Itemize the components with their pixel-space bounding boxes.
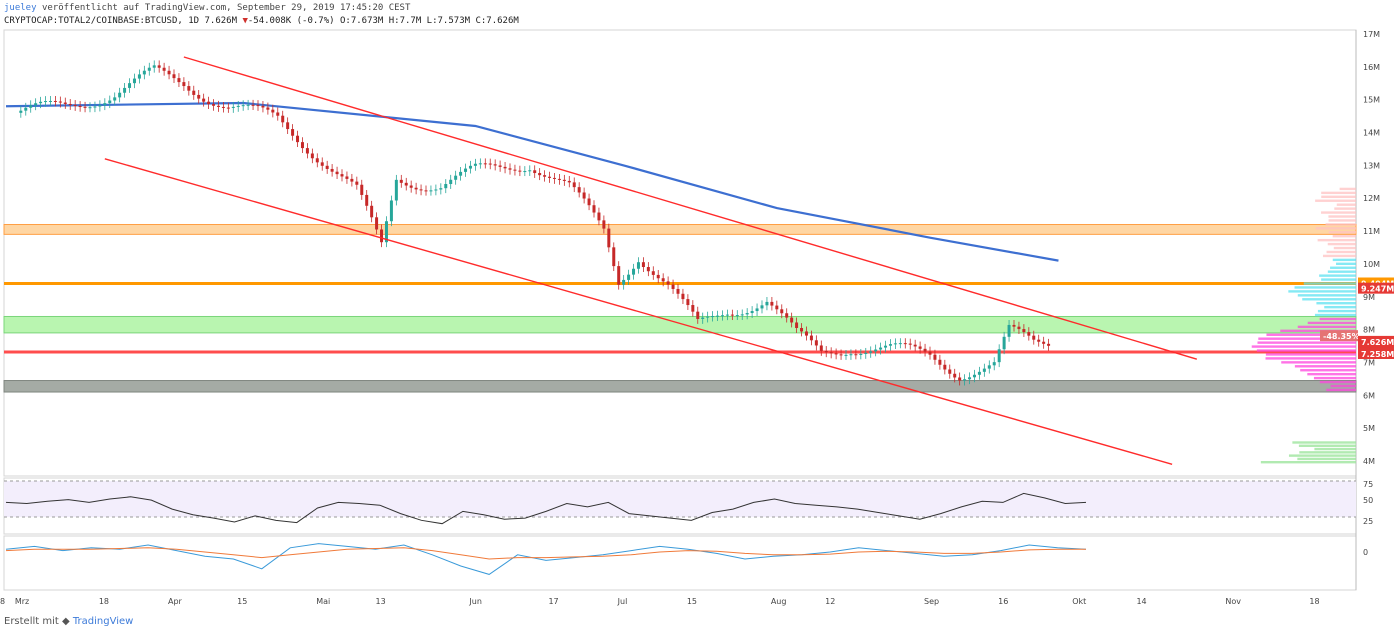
zone-green [4, 316, 1356, 332]
price-tick-label: 6M [1363, 391, 1375, 400]
rsi-tick-label: 50 [1363, 496, 1373, 505]
time-tick-label: 14 [1136, 597, 1146, 606]
chart-area[interactable]: 9.404M9.247M-48.35%7.626M7.319M7.258M 17… [0, 0, 1400, 634]
price-tag-label: -48.35% [1323, 332, 1360, 341]
macd-pane [4, 536, 1356, 590]
time-tick-label: Jun [468, 597, 482, 606]
time-tick-label: Mrz [15, 597, 29, 606]
time-tick-label: 15 [687, 597, 697, 606]
time-tick-label: Jul [617, 597, 628, 606]
price-tick-label: 14M [1363, 129, 1380, 138]
price-tick-label: 15M [1363, 96, 1380, 105]
price-tick-label: 10M [1363, 260, 1380, 269]
rsi-band [4, 481, 1356, 517]
price-tick-label: 4M [1363, 457, 1375, 466]
price-tick-label: 13M [1363, 161, 1380, 170]
created-with-label: Erstellt mit [4, 616, 59, 627]
macd-tick-label: 0 [1363, 548, 1368, 557]
channel-upper-line [184, 57, 1197, 359]
price-tick-label: 8M [1363, 326, 1375, 335]
main-pane [4, 30, 1356, 476]
rsi-tick-label: 75 [1363, 480, 1373, 489]
price-tick-label: 12M [1363, 194, 1380, 203]
time-tick-label: Sep [924, 597, 939, 606]
time-tick-label: 12 [825, 597, 835, 606]
ma200-line [6, 103, 1058, 261]
macd-line [6, 544, 1086, 575]
time-tick-label: Aug [771, 597, 787, 606]
price-tick-label: 7M [1363, 358, 1375, 367]
zone-gray [4, 381, 1356, 392]
price-axis: 17M 16M 15M 14M 13M 12M 11M 10M 9M 8M 7M 6M 5M 4M [1363, 30, 1380, 466]
time-tick-label: 16 [998, 597, 1008, 606]
time-tick-label: 13 [376, 597, 386, 606]
rsi-tick-label: 25 [1363, 517, 1373, 526]
price-tick-label: 11M [1363, 227, 1380, 236]
macd-signal-line [6, 548, 1086, 559]
candlestick-series [19, 60, 1050, 385]
time-tick-label: Nov [1225, 597, 1241, 606]
time-axis: 8 Mrz 18 Apr 15 Mai 13 Jun 17 Jul 15 Aug 12 Sep 16 Okt 1… [0, 597, 1320, 606]
time-tick-label: 15 [237, 597, 247, 606]
price-tick-label: 9M [1363, 293, 1375, 302]
time-tick-label: Mai [316, 597, 330, 606]
price-tick-label: 5M [1363, 424, 1375, 433]
time-tick-label: Apr [168, 597, 183, 606]
tradingview-link[interactable]: TradingView [73, 616, 133, 627]
time-tick-label: 18 [1309, 597, 1319, 606]
price-tick-label: 17M [1363, 30, 1380, 39]
channel-lower-line [105, 159, 1172, 464]
zone-orange [4, 225, 1356, 235]
time-tick-label: 8 [0, 597, 5, 606]
price-tick-label: 16M [1363, 63, 1380, 72]
price-tag-label: 7.626M [1361, 338, 1394, 347]
footer: Erstellt mit ◆ TradingView [4, 616, 133, 627]
tradingview-logo-icon: ◆ [62, 616, 70, 627]
time-tick-label: Okt [1072, 597, 1086, 606]
time-tick-label: 18 [99, 597, 109, 606]
time-tick-label: 17 [548, 597, 558, 606]
